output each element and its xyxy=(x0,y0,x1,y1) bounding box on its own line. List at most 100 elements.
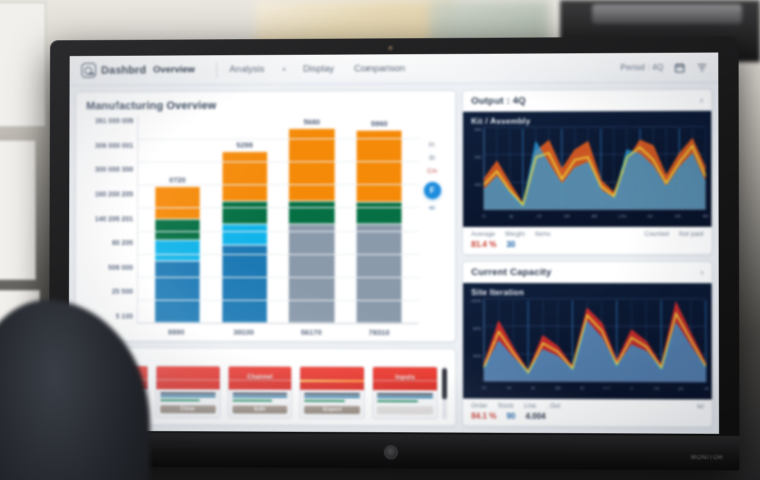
tile-action-button[interactable]: Clear xyxy=(160,405,216,414)
background-paper-2 xyxy=(0,140,36,280)
bar-group: 0720 5298 5680 5960 xyxy=(138,115,419,324)
bar-column[interactable]: 5298 xyxy=(221,116,268,323)
svg-text:Fn: Fn xyxy=(482,386,486,390)
tile-action-button[interactable]: Export xyxy=(304,406,361,415)
bar-segment-base[interactable] xyxy=(221,245,268,323)
stat-value: 30 xyxy=(506,239,516,249)
svg-text:119: 119 xyxy=(647,214,653,218)
bar-segment-verified[interactable] xyxy=(288,200,335,225)
toolbar-right: Period : 4Q xyxy=(620,61,708,75)
kit-assembly-chart: Kit / Assembly 300 200 100 7C 8p CP 154 648 1 bn… xyxy=(463,110,712,227)
svg-text:100: 100 xyxy=(475,182,482,187)
bar-segment-pending[interactable] xyxy=(356,129,403,203)
bar-segment-verified[interactable] xyxy=(356,202,403,225)
nav-tab-comparison[interactable]: Comparison xyxy=(353,63,406,75)
svg-text:8p: 8p xyxy=(510,214,514,218)
tile-thumbnail xyxy=(300,366,365,390)
stat-value: 81.4 % xyxy=(471,239,497,249)
bar-value-label: 5960 xyxy=(370,118,388,128)
bar-segment-neutral[interactable] xyxy=(288,224,335,323)
y-tick: 508 000 xyxy=(108,264,134,272)
svg-text:pm: pm xyxy=(679,387,684,391)
stat-value: 84.1 % xyxy=(471,411,497,421)
tile-card[interactable]: Channel Edit xyxy=(227,365,293,419)
filter-icon[interactable] xyxy=(695,61,708,74)
svg-text:60%: 60% xyxy=(473,326,481,331)
bar-segment-pending[interactable] xyxy=(154,186,201,220)
y-tick: 306 000 001 xyxy=(94,142,134,150)
site-iteration-chart-title: Site Iteration xyxy=(471,288,525,298)
tile-card[interactable]: Export xyxy=(299,365,366,420)
x-tick: 78310 xyxy=(368,327,390,338)
rail-chip-cm[interactable]: Cm xyxy=(427,168,438,175)
background-equipment-highlight xyxy=(592,4,742,24)
tile-card[interactable]: Clear xyxy=(155,365,221,419)
output-panel-stats: Average Weight Items Counted Not paid 81… xyxy=(463,226,712,255)
strip-scrollbar[interactable] xyxy=(442,366,448,420)
bar-segment-base[interactable] xyxy=(154,260,201,323)
tile-action-button[interactable] xyxy=(377,406,434,415)
rail-focus-badge[interactable]: F xyxy=(423,181,441,199)
tile-card[interactable]: Inputs xyxy=(372,366,439,420)
capacity-panel-header: Current Capacity › xyxy=(463,262,712,284)
tile-meta xyxy=(301,390,365,404)
stat-label: . Out xyxy=(546,403,561,410)
bar-segment-secondary[interactable] xyxy=(154,239,201,261)
monitor-bezel: MONITOR xyxy=(48,432,740,471)
tile-thumbnail xyxy=(156,366,220,390)
output-panel-header: Output : 4Q › xyxy=(463,89,712,112)
bar-column[interactable]: 5960 xyxy=(356,115,403,324)
chevron-right-icon[interactable]: › xyxy=(700,267,704,278)
stat-label: Not paid xyxy=(679,231,704,238)
nav-tab-overview[interactable]: Overview xyxy=(153,64,195,76)
svg-text:1 bns: 1 bns xyxy=(618,214,627,218)
chevron-right-icon[interactable]: › xyxy=(700,94,704,105)
bar-segment-pending[interactable] xyxy=(221,151,268,202)
output-panel-card: Output : 4Q › Kit / Assembly 300 200 100 7C… xyxy=(462,88,713,256)
capacity-panel-title: Current Capacity xyxy=(471,266,552,278)
plot-area: 0720 5298 5680 5960 xyxy=(136,115,420,325)
svg-text:-44: -44 xyxy=(704,387,709,391)
rail-chip-bl[interactable]: Bl xyxy=(429,155,436,162)
gridline xyxy=(138,230,420,232)
bar-value-label: 0720 xyxy=(169,175,186,185)
stat-value: 4.004 xyxy=(525,411,546,421)
bar-segment-secondary[interactable] xyxy=(221,224,268,246)
bar-segment-verified[interactable] xyxy=(154,219,201,240)
bar-segment-verified[interactable] xyxy=(221,201,268,225)
top-navigation-bar: Dashbrd Overview Analysis Display Compar… xyxy=(69,52,719,86)
stat-label: Line xyxy=(523,403,537,410)
analytics-logo-icon xyxy=(81,62,97,78)
output-panel-title: Output : 4Q xyxy=(471,95,526,107)
gridline xyxy=(137,276,420,278)
rail-scale-toggle[interactable]: +/- xyxy=(428,205,436,212)
bar-column[interactable]: 0720 xyxy=(154,116,201,323)
tile-meta xyxy=(156,389,219,403)
tile-thumbnail: Channel xyxy=(228,366,292,390)
rail-chip-pr[interactable]: Pr xyxy=(428,142,436,149)
y-tick: 351 000 005 xyxy=(95,118,134,126)
webcam-icon xyxy=(387,45,395,53)
screen: Dashbrd Overview Analysis Display Compar… xyxy=(68,52,720,434)
stat-label: Stock xyxy=(497,403,514,410)
bar-column[interactable]: 5680 xyxy=(288,115,335,323)
stat-label: Weight xyxy=(505,231,525,238)
stat-label: Items xyxy=(535,231,551,238)
brand-name: Dashbrd xyxy=(101,64,147,77)
monitor-brand-text: MONITOR xyxy=(690,454,724,462)
nav-tab-display[interactable]: Display xyxy=(303,63,335,75)
monitor: Dashbrd Overview Analysis Display Compar… xyxy=(48,36,740,471)
tile-action-button[interactable]: Edit xyxy=(232,405,288,414)
gridline xyxy=(137,253,420,255)
background-paper-1 xyxy=(0,2,46,127)
tile-meta xyxy=(373,390,437,404)
bar-segment-neutral[interactable] xyxy=(356,224,403,324)
calendar-icon[interactable] xyxy=(673,61,686,74)
nav-tab-analysis[interactable]: Analysis xyxy=(229,63,265,76)
kit-assembly-chart-title: Kit / Assembly xyxy=(471,116,531,126)
y-tick: 80 205 xyxy=(111,240,134,248)
svg-text:154: 154 xyxy=(564,214,570,218)
tile-thumbnail-label: Channel xyxy=(247,375,273,382)
y-tick: 25 500 xyxy=(111,289,133,297)
power-button[interactable] xyxy=(383,445,398,460)
